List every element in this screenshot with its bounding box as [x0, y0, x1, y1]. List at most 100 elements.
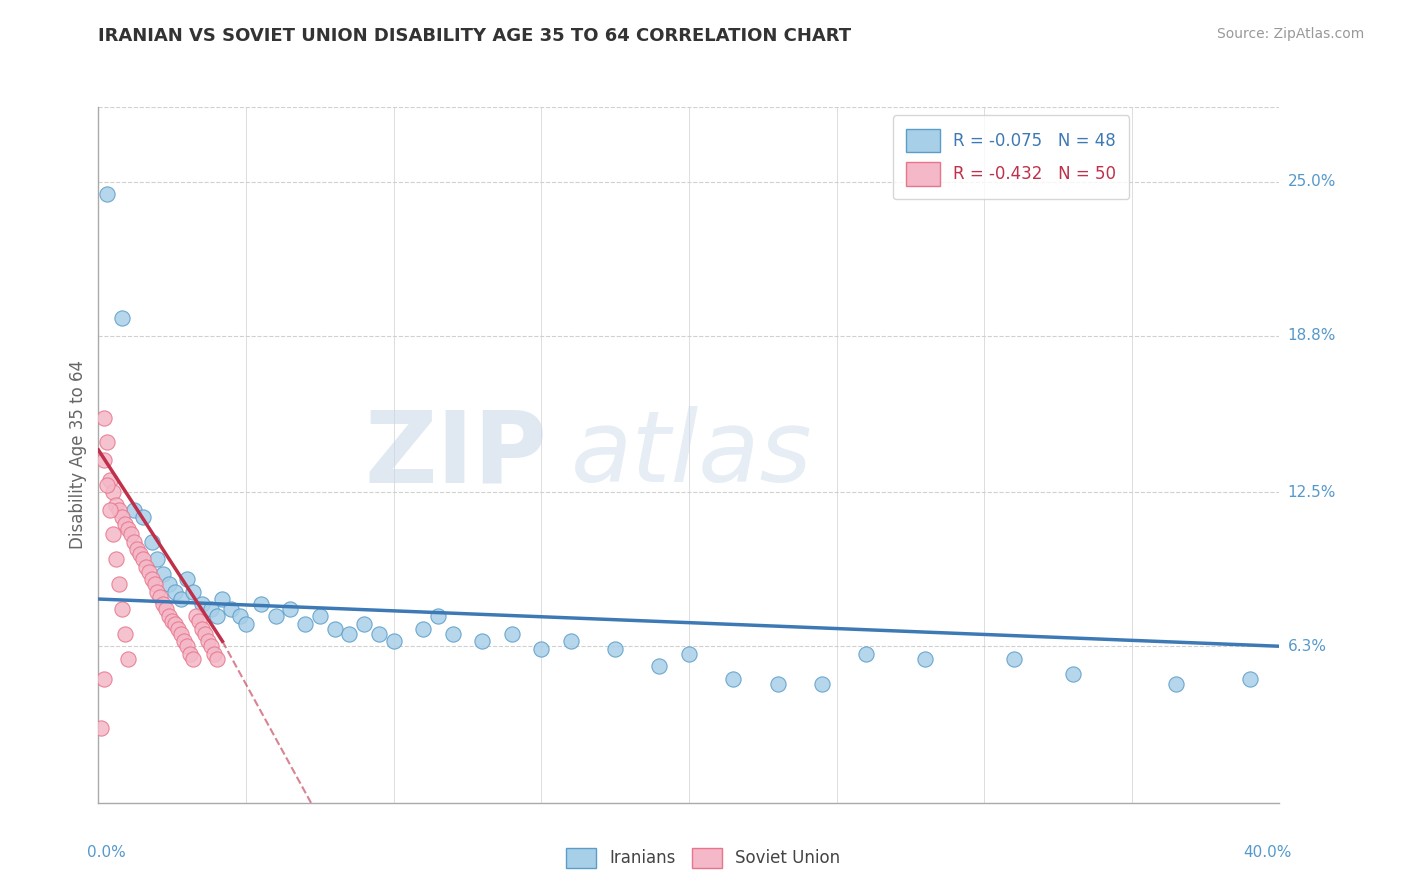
Point	[128, 547, 150, 561]
Point	[184, 609, 207, 624]
Point	[368, 627, 391, 641]
Text: ZIP: ZIP	[364, 407, 547, 503]
Point	[855, 647, 877, 661]
Point	[103, 527, 125, 541]
Text: 0.0%: 0.0%	[87, 845, 125, 860]
Point	[125, 542, 148, 557]
Point	[96, 187, 118, 202]
Point	[1002, 651, 1025, 665]
Point	[309, 609, 332, 624]
Point	[165, 584, 187, 599]
Point	[176, 639, 198, 653]
Point	[205, 651, 228, 665]
Text: 18.8%: 18.8%	[1288, 328, 1336, 343]
Text: 6.3%: 6.3%	[1288, 639, 1327, 654]
Point	[191, 597, 214, 611]
Point	[200, 602, 222, 616]
Point	[412, 622, 434, 636]
Point	[211, 592, 233, 607]
Point	[721, 672, 744, 686]
Point	[560, 634, 582, 648]
Point	[1164, 676, 1187, 690]
Point	[146, 584, 169, 599]
Point	[197, 634, 219, 648]
Text: IRANIAN VS SOVIET UNION DISABILITY AGE 35 TO 64 CORRELATION CHART: IRANIAN VS SOVIET UNION DISABILITY AGE 3…	[98, 27, 852, 45]
Point	[810, 676, 832, 690]
Point	[648, 659, 671, 673]
Point	[122, 502, 145, 516]
Point	[157, 609, 180, 624]
Point	[323, 622, 346, 636]
Point	[105, 552, 128, 566]
Point	[132, 552, 155, 566]
Point	[194, 627, 217, 641]
Point	[98, 502, 121, 516]
Point	[103, 485, 125, 500]
Point	[471, 634, 494, 648]
Point	[146, 552, 169, 566]
Point	[114, 517, 136, 532]
Point	[1062, 666, 1084, 681]
Point	[766, 676, 789, 690]
Point	[530, 641, 553, 656]
Point	[294, 616, 316, 631]
Point	[200, 639, 222, 653]
Point	[114, 627, 136, 641]
Point	[501, 627, 523, 641]
Legend: R = -0.075   N = 48, R = -0.432   N = 50: R = -0.075 N = 48, R = -0.432 N = 50	[893, 115, 1129, 199]
Point	[191, 622, 214, 636]
Point	[914, 651, 936, 665]
Point	[173, 634, 195, 648]
Point	[162, 615, 183, 629]
Point	[187, 615, 209, 629]
Point	[170, 627, 193, 641]
Text: 12.5%: 12.5%	[1288, 484, 1336, 500]
Point	[90, 721, 112, 735]
Text: 25.0%: 25.0%	[1288, 174, 1336, 189]
Point	[219, 602, 242, 616]
Point	[278, 602, 302, 616]
Text: Source: ZipAtlas.com: Source: ZipAtlas.com	[1216, 27, 1364, 41]
Point	[157, 577, 180, 591]
Point	[179, 647, 201, 661]
Point	[181, 584, 204, 599]
Point	[111, 602, 134, 616]
Text: 40.0%: 40.0%	[1243, 845, 1291, 860]
Point	[353, 616, 375, 631]
Point	[93, 672, 115, 686]
Point	[181, 651, 204, 665]
Point	[167, 622, 190, 636]
Point	[93, 453, 115, 467]
Point	[1239, 672, 1261, 686]
Point	[441, 627, 464, 641]
Point	[605, 641, 627, 656]
Point	[205, 609, 228, 624]
Point	[250, 597, 273, 611]
Point	[117, 523, 139, 537]
Point	[337, 627, 360, 641]
Point	[149, 590, 172, 604]
Point	[176, 572, 198, 586]
Point	[141, 535, 163, 549]
Y-axis label: Disability Age 35 to 64: Disability Age 35 to 64	[69, 360, 87, 549]
Point	[93, 410, 115, 425]
Text: atlas: atlas	[571, 407, 813, 503]
Point	[135, 559, 157, 574]
Point	[132, 510, 155, 524]
Point	[229, 609, 252, 624]
Point	[170, 592, 193, 607]
Point	[202, 647, 225, 661]
Point	[122, 535, 145, 549]
Point	[152, 597, 174, 611]
Point	[678, 647, 700, 661]
Point	[165, 616, 187, 631]
Point	[105, 498, 128, 512]
Legend: Iranians, Soviet Union: Iranians, Soviet Union	[560, 841, 846, 875]
Point	[235, 616, 257, 631]
Point	[111, 510, 134, 524]
Point	[155, 602, 177, 616]
Point	[111, 311, 134, 326]
Point	[108, 502, 131, 516]
Point	[98, 473, 121, 487]
Point	[427, 609, 450, 624]
